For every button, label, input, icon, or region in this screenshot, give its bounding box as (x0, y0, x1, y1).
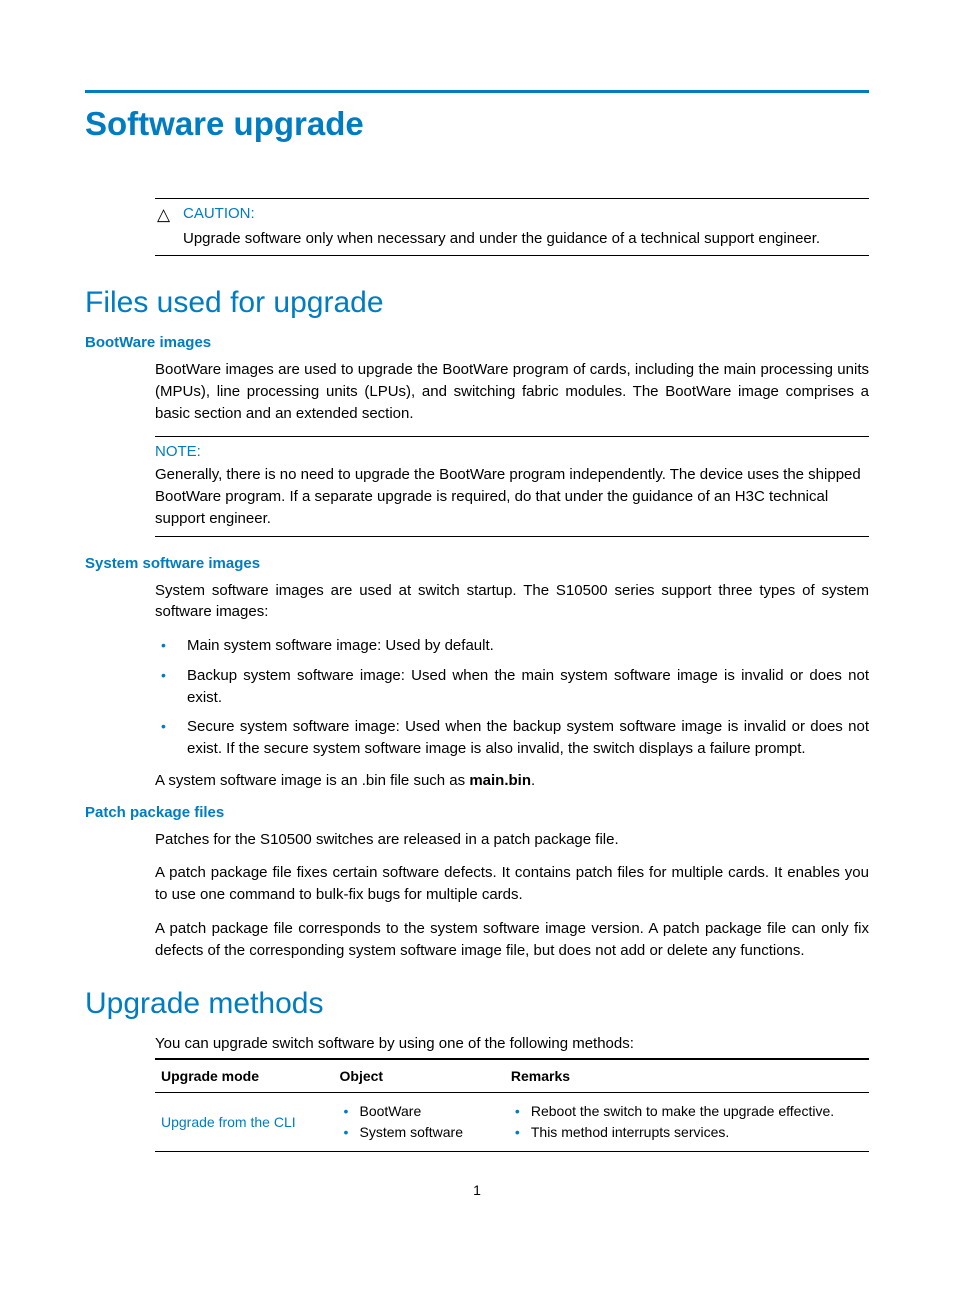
caution-label: CAUTION: (183, 205, 869, 222)
system-tail-bold: main.bin (469, 772, 531, 789)
system-bullet-item: Secure system software image: Used when … (155, 716, 869, 760)
note-text: Generally, there is no need to upgrade t… (155, 464, 869, 529)
system-tail-pre: A system software image is an .bin file … (155, 772, 469, 789)
system-intro: System software images are used at switc… (155, 580, 869, 624)
patch-heading: Patch package files (85, 804, 869, 821)
remark-item: This method interrupts services. (511, 1122, 863, 1143)
bootware-heading: BootWare images (85, 334, 869, 351)
methods-table: Upgrade mode Object Remarks Upgrade from… (155, 1058, 869, 1152)
note-block: NOTE: Generally, there is no need to upg… (155, 436, 869, 536)
system-tail: A system software image is an .bin file … (155, 770, 869, 792)
patch-p2: A patch package file fixes certain softw… (155, 862, 869, 906)
table-row: Upgrade from the CLI BootWare System sof… (155, 1093, 869, 1152)
caution-text: Upgrade software only when necessary and… (183, 228, 869, 249)
patch-p3: A patch package file corresponds to the … (155, 918, 869, 962)
top-rule (85, 90, 869, 93)
page-number: 1 (85, 1182, 869, 1198)
system-heading: System software images (85, 555, 869, 572)
cell-mode[interactable]: Upgrade from the CLI (155, 1093, 334, 1152)
cell-remarks: Reboot the switch to make the upgrade ef… (505, 1093, 869, 1152)
col-object: Object (334, 1059, 505, 1093)
caution-block: △ CAUTION: Upgrade software only when ne… (155, 198, 869, 256)
system-tail-post: . (531, 772, 535, 789)
cell-objects: BootWare System software (334, 1093, 505, 1152)
system-bullet-item: Backup system software image: Used when … (155, 665, 869, 709)
note-label: NOTE: (155, 443, 869, 460)
col-mode: Upgrade mode (155, 1059, 334, 1093)
col-remarks: Remarks (505, 1059, 869, 1093)
section-files-title: Files used for upgrade (85, 286, 869, 320)
section-methods-title: Upgrade methods (85, 987, 869, 1021)
object-item: System software (340, 1122, 499, 1143)
methods-intro: You can upgrade switch software by using… (155, 1035, 869, 1052)
page-title: Software upgrade (85, 105, 869, 143)
remark-item: Reboot the switch to make the upgrade ef… (511, 1101, 863, 1122)
patch-p1: Patches for the S10500 switches are rele… (155, 829, 869, 851)
bootware-paragraph: BootWare images are used to upgrade the … (155, 359, 869, 424)
caution-icon: △ (155, 205, 183, 225)
system-bullet-item: Main system software image: Used by defa… (155, 635, 869, 657)
object-item: BootWare (340, 1101, 499, 1122)
system-bullets: Main system software image: Used by defa… (155, 635, 869, 760)
